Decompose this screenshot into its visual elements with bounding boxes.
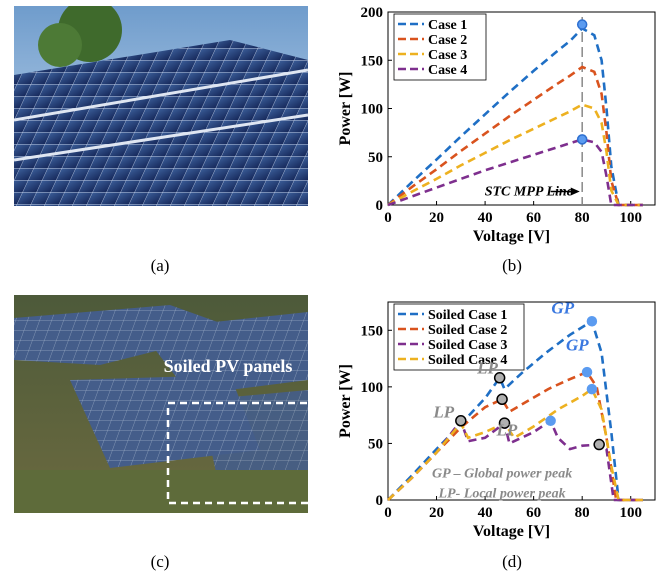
y-axis-label: Power [W] <box>337 72 354 146</box>
x-axis-label: Voltage [V] <box>473 523 550 540</box>
peak-marker <box>576 134 588 145</box>
legend-label: Soiled Case 4 <box>428 353 507 368</box>
legend-label: Soiled Case 1 <box>428 308 507 323</box>
x-tick-label: 80 <box>575 210 590 226</box>
x-tick-label: 0 <box>384 210 392 226</box>
peak-marker <box>545 415 556 427</box>
legend-label: Case 2 <box>428 33 467 48</box>
peak-label: LP <box>432 402 454 421</box>
series-line <box>387 418 643 502</box>
peak-marker <box>498 417 511 429</box>
legend-label: Case 3 <box>428 48 467 63</box>
peak-marker <box>496 393 508 406</box>
x-tick-label: 0 <box>384 505 392 521</box>
x-tick-label: 60 <box>526 210 541 226</box>
x-axis-label: Voltage [V] <box>473 228 550 245</box>
x-tick-label: 20 <box>429 505 444 521</box>
legend-label: Soiled Case 2 <box>428 323 507 338</box>
x-tick-label: 20 <box>429 210 444 226</box>
peak-label: LP <box>496 421 518 440</box>
y-tick-label: 150 <box>361 323 384 339</box>
peak-marker <box>581 366 593 378</box>
legend-box <box>393 13 487 81</box>
x-tick-label: 40 <box>478 210 493 226</box>
y-tick-label: 0 <box>376 198 384 214</box>
peak-label: GP <box>551 298 574 317</box>
x-tick-label: 60 <box>526 505 541 521</box>
y-tick-label: 50 <box>368 150 383 166</box>
caption: (a) <box>151 256 170 275</box>
y-axis-label: Power [W] <box>337 364 354 438</box>
annotation: STC MPP Line <box>485 184 573 199</box>
series-line <box>387 65 643 207</box>
legend-label: Case 1 <box>428 18 467 33</box>
photo-label: Soiled PV panels <box>164 356 293 376</box>
series-line <box>387 138 643 207</box>
x-tick-label: 100 <box>619 505 642 521</box>
legend-label: Case 4 <box>428 63 467 78</box>
photo-c: Soiled PV panels <box>14 295 308 513</box>
legend-label: Soiled Case 3 <box>428 338 507 353</box>
peak-marker <box>576 19 588 30</box>
note: GP – Global power peak <box>432 466 572 481</box>
y-tick-label: 150 <box>361 53 384 69</box>
arrow-head <box>570 187 580 196</box>
note: LP- Local power peak <box>438 487 566 502</box>
y-tick-label: 100 <box>361 380 384 396</box>
y-tick-label: 50 <box>368 436 383 452</box>
x-tick-label: 100 <box>619 210 642 226</box>
peak-marker <box>493 372 506 384</box>
peak-marker <box>586 383 598 395</box>
x-tick-label: 80 <box>575 505 590 521</box>
peak-label: GP <box>566 336 589 355</box>
y-tick-label: 100 <box>361 102 384 118</box>
plot-frame <box>387 301 656 501</box>
peak-marker <box>593 438 605 451</box>
caption: (b) <box>502 256 522 275</box>
y-tick-label: 200 <box>361 5 384 21</box>
peak-label: LP <box>476 358 498 377</box>
y-tick-label: 0 <box>376 493 384 509</box>
caption: (d) <box>502 552 522 571</box>
series-line <box>387 26 643 207</box>
caption: (c) <box>151 552 170 571</box>
x-tick-label: 40 <box>478 505 493 521</box>
photo-a <box>14 6 308 206</box>
peak-marker <box>455 415 467 427</box>
peak-marker <box>586 315 598 327</box>
